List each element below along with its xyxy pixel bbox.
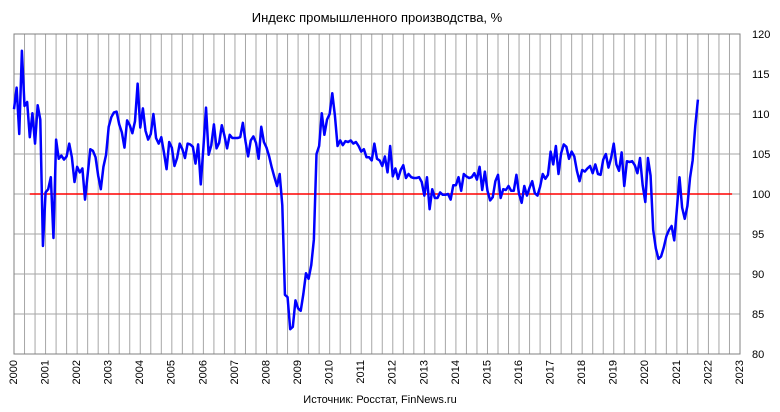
y-tick-label: 90 — [752, 269, 764, 281]
x-tick-label: 2005 — [166, 360, 178, 384]
x-tick-label: 2003 — [103, 360, 115, 384]
x-tick-label: 2017 — [545, 360, 557, 384]
chart-source: Источник: Росстат, FinNews.ru — [303, 394, 456, 406]
y-tick-label: 120 — [752, 29, 770, 41]
x-tick-label: 2008 — [260, 360, 272, 384]
x-tick-label: 2016 — [513, 360, 525, 384]
y-tick-label: 85 — [752, 309, 764, 321]
x-tick-label: 2018 — [576, 360, 588, 384]
x-tick-label: 2007 — [229, 360, 241, 384]
chart-title: Индекс промышленного производства, % — [252, 10, 503, 25]
x-tick-label: 2004 — [134, 360, 146, 384]
y-tick-label: 115 — [752, 69, 770, 81]
x-tick-label: 2022 — [702, 360, 714, 384]
plot-area-frame — [13, 33, 741, 355]
x-tick-label: 2020 — [639, 360, 651, 384]
x-tick-label: 2006 — [197, 360, 209, 384]
x-tick-label: 2021 — [671, 360, 683, 384]
x-tick-label: 2010 — [324, 360, 336, 384]
y-tick-label: 110 — [752, 109, 770, 121]
x-tick-label: 2012 — [387, 360, 399, 384]
y-tick-label: 100 — [752, 189, 770, 201]
y-axis-tick-labels: 80 85 90 95 100 105 110 115 120 — [752, 29, 770, 361]
x-tick-label: 2013 — [418, 360, 430, 384]
x-tick-label: 2001 — [39, 360, 51, 384]
series-line-industrial-production — [12, 49, 700, 331]
y-tick-label: 105 — [752, 149, 770, 161]
x-tick-label: 2011 — [355, 360, 367, 384]
x-tick-label: 2023 — [734, 360, 746, 384]
x-tick-label: 2000 — [8, 360, 20, 384]
x-axis-tick-labels: 2000 2001 2002 2003 2004 2005 2006 2007 2008 2009… — [8, 360, 746, 384]
x-tick-label: 2009 — [292, 360, 304, 384]
x-tick-label: 2019 — [608, 360, 620, 384]
x-tick-label: 2002 — [71, 360, 83, 384]
y-tick-label: 80 — [752, 349, 764, 361]
y-tick-label: 95 — [752, 229, 764, 241]
x-tick-label: 2015 — [481, 360, 493, 384]
x-tick-label: 2014 — [450, 360, 462, 384]
